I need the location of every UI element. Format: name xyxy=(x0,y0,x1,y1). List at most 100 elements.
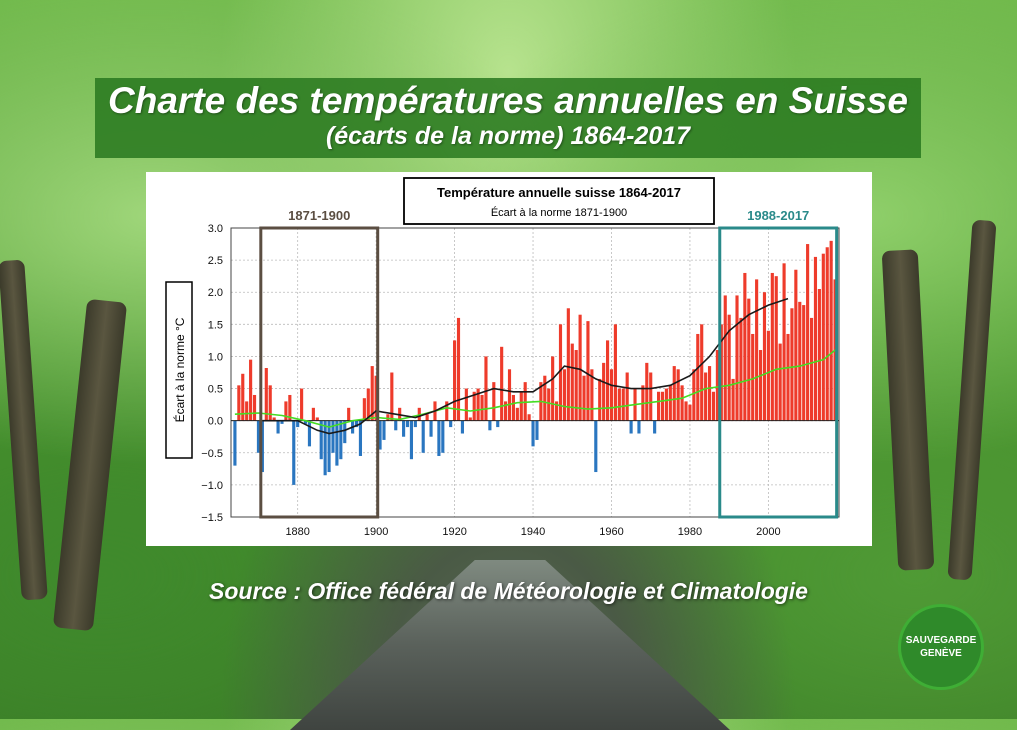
bar xyxy=(696,333,700,421)
bar xyxy=(535,420,539,440)
bar xyxy=(233,420,237,466)
x-tick-label: 1940 xyxy=(521,526,545,538)
bar xyxy=(794,269,798,421)
bar xyxy=(264,368,268,421)
bar xyxy=(621,388,625,421)
bar xyxy=(598,378,602,421)
bar xyxy=(390,372,394,421)
trend-line xyxy=(234,349,836,428)
bar xyxy=(347,407,351,421)
bar xyxy=(523,382,527,421)
bar xyxy=(829,240,833,421)
bar xyxy=(802,305,806,421)
chart-subtitle: Écart à la norme 1871-1900 xyxy=(491,206,627,219)
logo-line-2: GENÈVE xyxy=(920,648,962,659)
bar xyxy=(480,394,484,421)
bar xyxy=(762,292,767,421)
bar xyxy=(609,369,614,421)
y-tick-label: 1.0 xyxy=(208,351,223,363)
bar xyxy=(362,398,366,421)
y-tick-label: 0.0 xyxy=(208,416,223,428)
bar xyxy=(252,394,257,421)
bar xyxy=(625,372,629,421)
bar xyxy=(429,420,433,437)
bar xyxy=(645,362,649,421)
bar xyxy=(421,420,425,453)
bar xyxy=(751,333,755,421)
bar xyxy=(315,417,319,421)
y-tick-label: −1.0 xyxy=(201,480,223,492)
bar xyxy=(656,391,661,421)
bar xyxy=(617,388,621,421)
bar xyxy=(456,317,461,421)
bar xyxy=(637,420,641,434)
bar xyxy=(272,417,276,421)
y-tick-label: 2.0 xyxy=(208,287,223,299)
bar xyxy=(649,372,653,421)
page-subtitle: (écarts de la norme) 1864-2017 xyxy=(325,122,691,150)
bar xyxy=(602,362,606,421)
bar xyxy=(676,369,680,421)
bar xyxy=(402,420,406,437)
bar xyxy=(664,388,668,421)
y-tick-label: 1.5 xyxy=(208,319,223,331)
bar xyxy=(711,391,716,421)
bar xyxy=(582,375,586,421)
bar xyxy=(472,391,476,421)
sauvegarde-geneve-logo[interactable]: SAUVEGARDE GENÈVE xyxy=(898,604,984,690)
bar xyxy=(507,369,512,421)
bar xyxy=(307,420,312,447)
bar xyxy=(758,350,763,421)
bar xyxy=(605,340,610,421)
bar xyxy=(245,401,249,421)
bar xyxy=(782,263,786,421)
bar xyxy=(488,420,492,431)
bar xyxy=(358,420,363,456)
bar xyxy=(543,375,547,421)
box-label: 1871-1900 xyxy=(288,208,350,223)
y-tick-label: −0.5 xyxy=(201,448,223,460)
bar xyxy=(747,298,751,421)
bar xyxy=(449,420,453,428)
bar xyxy=(735,295,739,421)
bar xyxy=(551,356,555,421)
bar xyxy=(394,420,398,431)
bar xyxy=(409,420,414,460)
highlight-box xyxy=(718,226,839,519)
bar xyxy=(590,369,594,421)
y-tick-label: 3.0 xyxy=(208,223,223,235)
bar xyxy=(288,394,292,421)
bar xyxy=(700,324,704,421)
x-tick-label: 1920 xyxy=(442,526,466,538)
bar xyxy=(511,394,515,421)
bar xyxy=(256,420,261,453)
bar xyxy=(339,420,343,460)
bar xyxy=(280,420,284,424)
bar xyxy=(723,295,727,421)
bar xyxy=(613,324,617,421)
title-banner xyxy=(95,78,921,158)
x-tick-label: 1900 xyxy=(364,526,388,538)
bar xyxy=(327,420,331,473)
bar xyxy=(303,420,308,424)
bar xyxy=(562,369,566,421)
bar xyxy=(629,420,633,434)
bar xyxy=(311,407,315,421)
bar xyxy=(680,385,684,421)
tree-trunk-right-2 xyxy=(947,219,997,581)
bar xyxy=(292,420,296,485)
bar xyxy=(684,401,688,421)
bar xyxy=(817,289,821,421)
bar xyxy=(276,420,280,434)
x-tick-label: 1880 xyxy=(285,526,309,538)
bar xyxy=(586,321,590,421)
bar xyxy=(809,317,814,421)
bar xyxy=(519,391,523,421)
bar xyxy=(484,356,488,421)
bar xyxy=(558,324,563,421)
bar xyxy=(578,314,582,421)
bar xyxy=(566,308,570,421)
x-tick-label: 1960 xyxy=(599,526,623,538)
temperature-chart: 3.0 2.5 2.0 1.5 1.0 0.5 0.0 −0.5 −1.0 −1.5 1880 190… xyxy=(165,177,840,538)
bar xyxy=(378,420,382,450)
